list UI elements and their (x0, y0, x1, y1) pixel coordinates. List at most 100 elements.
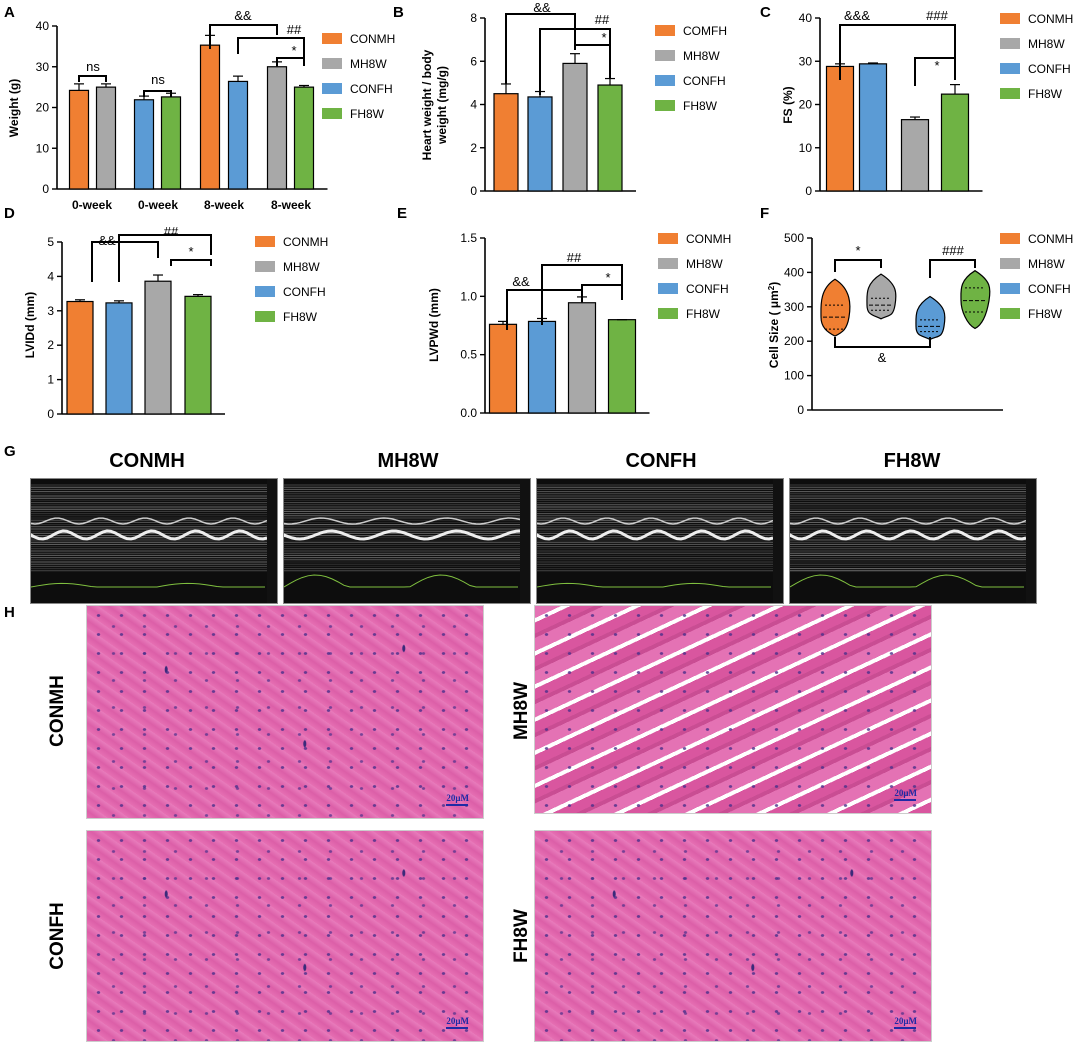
scale-bar: 20μM (446, 793, 469, 806)
scale-bar: 20μM (894, 1016, 917, 1029)
bar-conmh (490, 324, 517, 413)
y-tick-label: 1 (47, 373, 54, 387)
bar-conmh (67, 302, 93, 414)
echo-title-conmh: CONMH (22, 450, 272, 473)
legend-swatch (658, 283, 678, 294)
bar-confh (528, 97, 552, 191)
legend-swatch (655, 25, 675, 36)
significance-label: ns (151, 72, 165, 87)
legend-label: MH8W (283, 260, 320, 274)
significance-label: ## (567, 250, 582, 265)
legend-swatch (322, 108, 342, 119)
histo-image-mh8w: 20μM (534, 605, 932, 814)
y-tick-label: 0.0 (460, 406, 477, 420)
legend-swatch (655, 100, 675, 111)
histo-image-confh: 20μM (86, 830, 484, 1042)
legend-label: MH8W (683, 49, 720, 63)
echo-image-conmh (30, 478, 278, 604)
legend-swatch (1000, 233, 1020, 244)
chart-b-heart-weight: 02468Heart weight / bodyweight (mg/g)COM… (390, 0, 760, 200)
echo-side-scale (1026, 479, 1036, 603)
histo-label-mh8w: MH8W (511, 641, 533, 781)
legend-swatch (658, 308, 678, 319)
echo-image-mh8w (283, 478, 531, 604)
y-tick-label: 10 (36, 141, 50, 155)
y-tick-label: 4 (47, 269, 54, 283)
y-axis-label: FS (%) (781, 86, 795, 123)
significance-bracket (79, 76, 106, 82)
y-tick-label: 4 (470, 98, 477, 112)
significance-label: && (98, 233, 116, 248)
y-tick-label: 300 (784, 300, 804, 314)
echo-side-scale (773, 479, 783, 603)
significance-label: && (234, 8, 252, 23)
bar-mh8w (145, 281, 171, 414)
chart-a-weight: 0 10 20 30 40 Weight (g) CONMH MH8W CONFH FH8W 0-w… (0, 0, 390, 230)
legend-swatch (1000, 308, 1020, 319)
bar-conmh (827, 66, 854, 191)
scale-bar: 20μM (894, 788, 917, 801)
histo-image-conmh: 20μM (86, 605, 484, 819)
significance-bracket (171, 260, 211, 266)
echo-image-fh8w (789, 478, 1037, 604)
y-tick-label: 20 (799, 98, 813, 112)
histo-label-conmh: CONMH (47, 641, 69, 781)
bar-conmh (201, 45, 220, 189)
chart-e-lvpwd: 0.00.51.01.5LVPWd (mm)CONMHMH8WCONFHFH8W… (390, 205, 760, 425)
legend-label: FH8W (1028, 307, 1063, 321)
significance-label: && (533, 0, 551, 15)
y-tick-label: 100 (784, 369, 804, 383)
violin-mh8w (867, 274, 896, 319)
bar-confh (135, 100, 154, 189)
histo-label-confh: CONFH (47, 866, 69, 1006)
y-tick-label: 0 (797, 403, 804, 417)
chart-d-lvidd: 012345LVIDd (mm)CONMHMH8WCONFHFH8W&&##* (0, 205, 390, 425)
echo-background (31, 479, 277, 603)
y-tick-label: 2 (47, 338, 54, 352)
y-tick-label: 3 (47, 304, 54, 318)
y-axis-label: Cell Size ( μm2) (767, 282, 782, 368)
legend-label: FH8W (686, 307, 721, 321)
legend-label: FH8W (683, 99, 718, 113)
bar-conmh (70, 90, 89, 189)
y-tick-label: 0 (805, 184, 812, 198)
y-tick-label: 0 (470, 184, 477, 198)
y-tick-label: 5 (47, 235, 54, 249)
y-axis-label: Weight (g) (7, 79, 21, 137)
y-tick-label: 30 (36, 60, 50, 74)
scale-bar: 20μM (446, 1016, 469, 1029)
significance-label: * (855, 243, 860, 258)
legend-swatch (655, 75, 675, 86)
legend-label: MH8W (686, 257, 723, 271)
y-axis-label: Heart weight / bodyweight (mg/g) (420, 49, 449, 160)
legend-label: MH8W (1028, 37, 1065, 51)
y-tick-label: 20 (36, 101, 50, 115)
significance-label: ## (287, 22, 302, 37)
significance-label: ### (942, 243, 964, 258)
legend-label: CONFH (1028, 62, 1071, 76)
y-tick-label: 0 (42, 182, 49, 196)
bar-mh8w (97, 87, 116, 189)
bar-mh8w (569, 303, 596, 413)
y-tick-label: 6 (470, 54, 477, 68)
legend-swatch (255, 286, 275, 297)
echo-title-fh8w: FH8W (787, 450, 1037, 473)
bar-fh8w (609, 320, 636, 413)
significance-bracket (92, 242, 158, 282)
legend-swatch (658, 258, 678, 269)
echo-title-mh8w: MH8W (283, 450, 533, 473)
legend-label: CONMH (350, 32, 395, 46)
y-tick-label: 200 (784, 334, 804, 348)
y-tick-label: 40 (36, 19, 50, 33)
echo-background (284, 479, 530, 603)
significance-bracket (835, 337, 930, 347)
histo-label-fh8w: FH8W (511, 866, 533, 1006)
chart-c-fs: 0 10 20 30 40 FS (%) CONMH MH8W CONFH FH8W &&& ### * (760, 0, 1084, 200)
significance-label: ## (595, 12, 610, 27)
y-tick-label: 400 (784, 265, 804, 279)
legend-label: CONMH (686, 232, 731, 246)
y-tick-label: 10 (799, 141, 813, 155)
legend-swatch (322, 33, 342, 44)
significance-label: ## (164, 224, 179, 239)
y-tick-label: 1.0 (460, 289, 477, 303)
